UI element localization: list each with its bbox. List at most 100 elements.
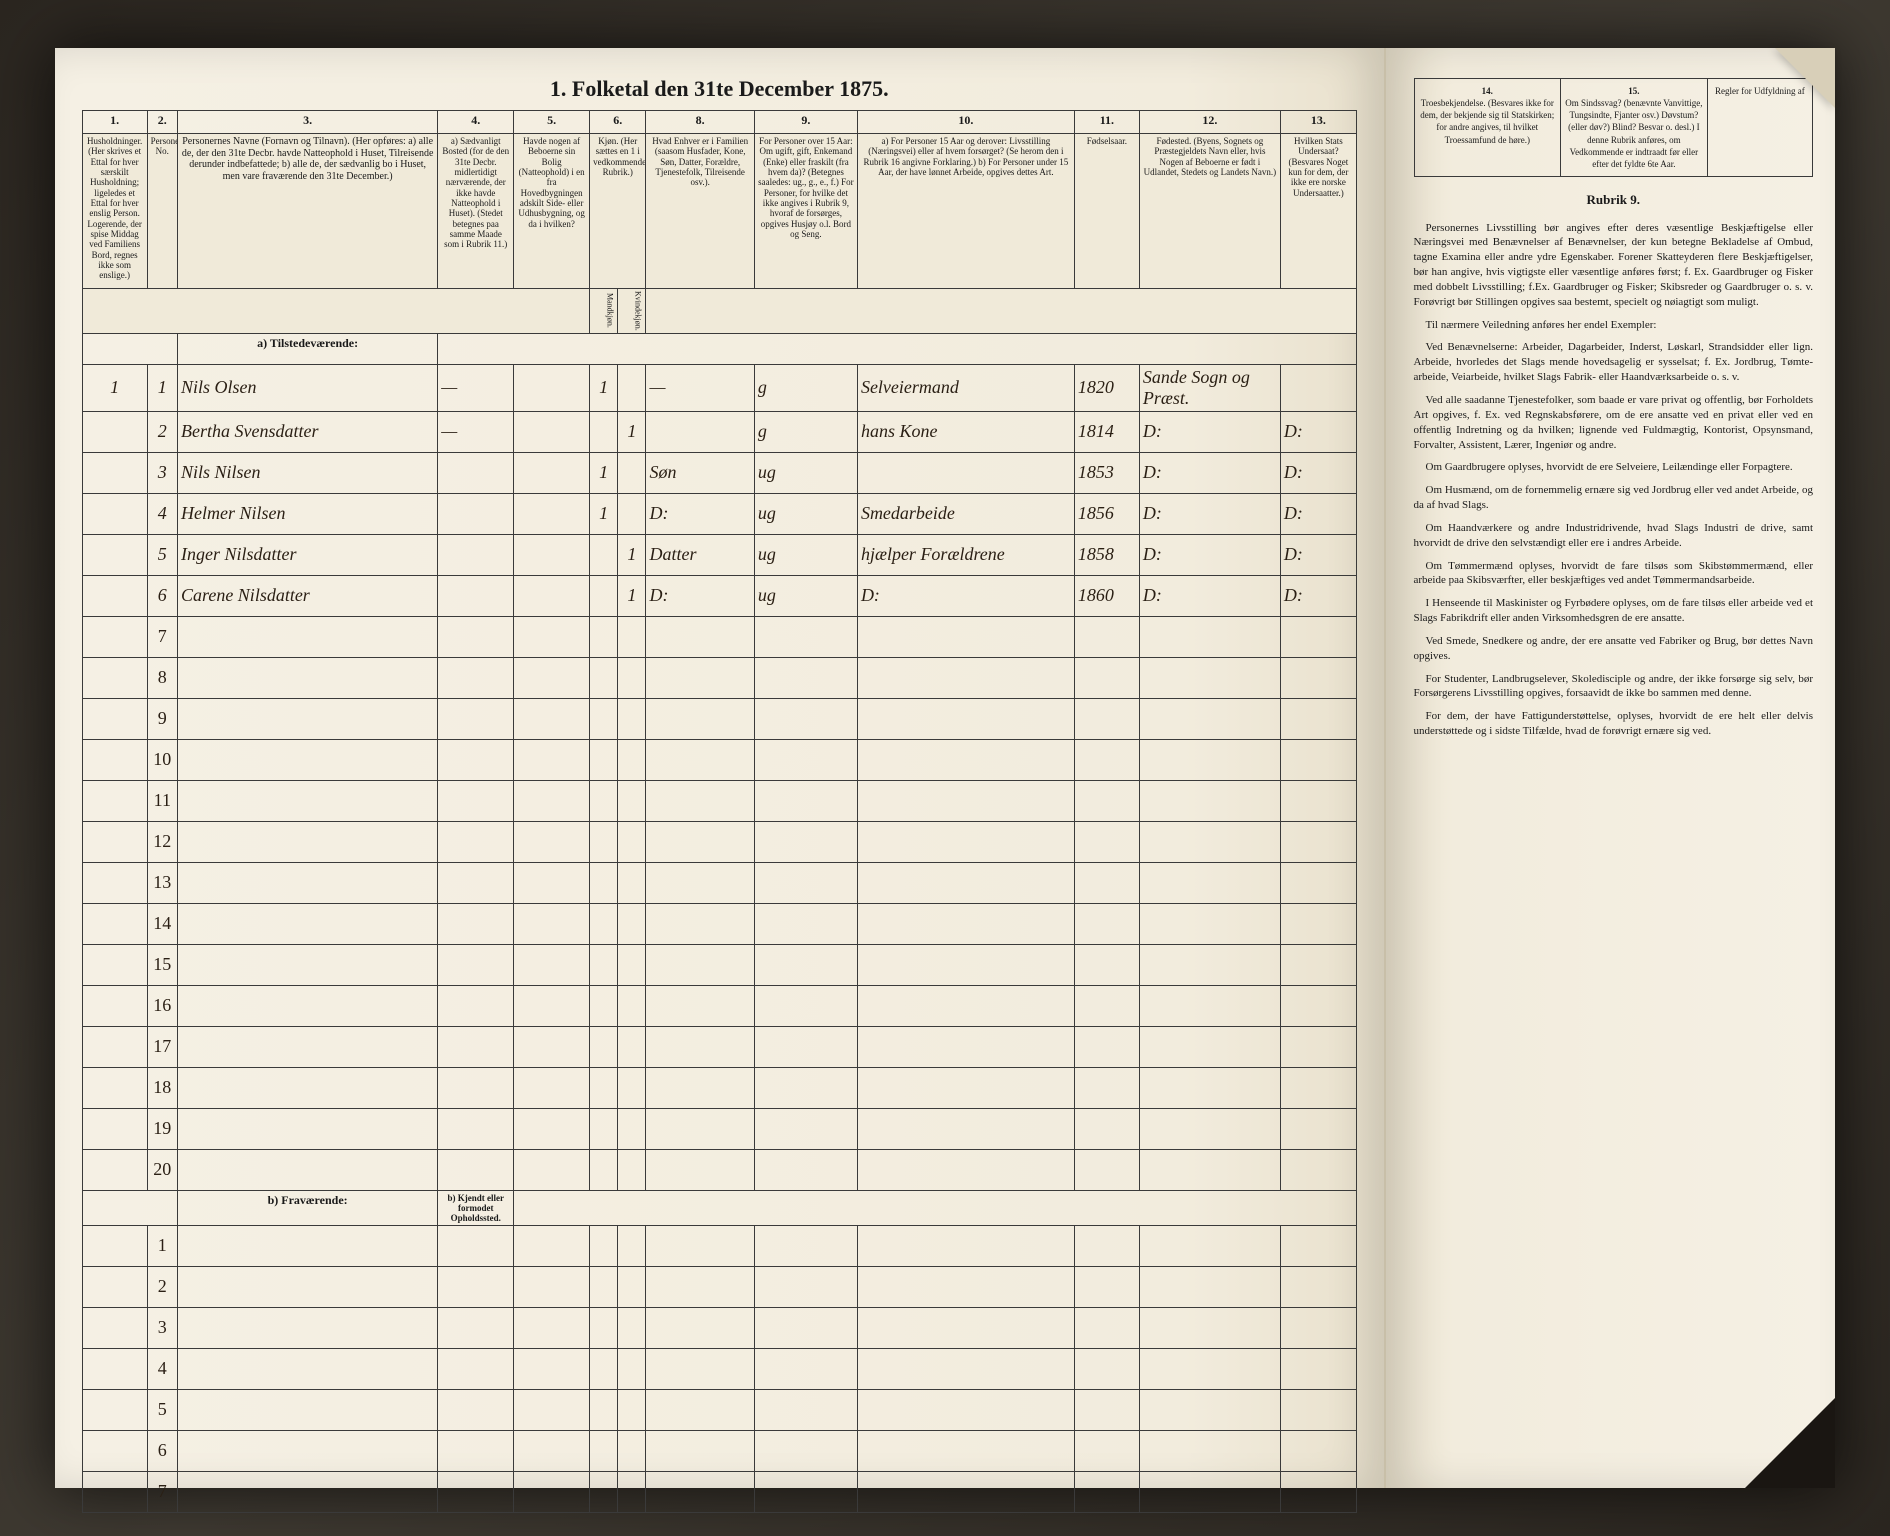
table-cell: D: bbox=[1280, 575, 1356, 616]
col-14-text: Troesbekjendelse. (Besvares ikke for dem… bbox=[1420, 98, 1554, 144]
table-cell bbox=[1280, 1026, 1356, 1067]
table-cell bbox=[514, 1067, 590, 1108]
table-cell: 1860 bbox=[1074, 575, 1139, 616]
table-cell bbox=[1280, 1471, 1356, 1512]
table-row-empty: 8 bbox=[82, 657, 1356, 698]
table-cell: 1 bbox=[590, 493, 618, 534]
table-cell bbox=[1074, 616, 1139, 657]
table-cell bbox=[1139, 780, 1280, 821]
col-14-header: 14. Troesbekjendelse. (Besvares ikke for… bbox=[1415, 79, 1562, 176]
table-cell bbox=[646, 1067, 754, 1108]
table-cell bbox=[646, 698, 754, 739]
table-cell bbox=[1280, 1266, 1356, 1307]
table-cell: D: bbox=[1139, 575, 1280, 616]
table-cell: 10 bbox=[147, 739, 177, 780]
rubrik-heading: Rubrik 9. bbox=[1414, 191, 1814, 209]
table-cell bbox=[82, 944, 147, 985]
table-cell bbox=[857, 1430, 1074, 1471]
table-cell bbox=[646, 411, 754, 452]
table-cell bbox=[646, 1266, 754, 1307]
table-cell bbox=[438, 821, 514, 862]
table-cell bbox=[618, 862, 646, 903]
rules-paragraph: Ved Smede, Snedkere og andre, der ere an… bbox=[1414, 634, 1814, 664]
table-cell: D: bbox=[857, 575, 1074, 616]
table-cell bbox=[618, 364, 646, 411]
table-cell bbox=[514, 1026, 590, 1067]
table-cell bbox=[618, 1430, 646, 1471]
table-cell: Nils Olsen bbox=[177, 364, 437, 411]
table-cell bbox=[1074, 903, 1139, 944]
rules-paragraph: Ved alle saadanne Tjenestefolker, som ba… bbox=[1414, 393, 1814, 452]
table-cell bbox=[1139, 1307, 1280, 1348]
table-cell bbox=[590, 1225, 618, 1266]
table-cell: D: bbox=[1139, 493, 1280, 534]
table-cell bbox=[754, 821, 857, 862]
table-cell bbox=[754, 862, 857, 903]
table-cell bbox=[438, 1266, 514, 1307]
table-cell bbox=[1280, 1108, 1356, 1149]
table-cell bbox=[1074, 1266, 1139, 1307]
table-cell bbox=[514, 1307, 590, 1348]
table-cell bbox=[618, 493, 646, 534]
right-page-content: 14. Troesbekjendelse. (Besvares ikke for… bbox=[1386, 48, 1836, 767]
table-cell bbox=[1139, 1389, 1280, 1430]
table-cell bbox=[1280, 739, 1356, 780]
table-cell: Selveiermand bbox=[857, 364, 1074, 411]
table-cell bbox=[438, 657, 514, 698]
table-cell: 6 bbox=[147, 1430, 177, 1471]
table-cell: 1 bbox=[618, 411, 646, 452]
table-row-absent: 2 bbox=[82, 1266, 1356, 1307]
header-birthplace: Fødested. (Byens, Sognets og Præstegjeld… bbox=[1139, 134, 1280, 289]
table-cell bbox=[82, 1067, 147, 1108]
table-cell bbox=[1074, 1471, 1139, 1512]
table-cell bbox=[177, 1348, 437, 1389]
rules-paragraph: Personernes Livsstilling bør angives eft… bbox=[1414, 221, 1814, 310]
table-row-absent: 5 bbox=[82, 1389, 1356, 1430]
table-cell bbox=[82, 739, 147, 780]
desk-surface: 1. Folketal den 31te December 1875. 1. 2… bbox=[0, 0, 1890, 1536]
table-cell bbox=[177, 1108, 437, 1149]
table-cell bbox=[618, 1348, 646, 1389]
table-row: 3Nils Nilsen1Sønug1853D:D: bbox=[82, 452, 1356, 493]
table-cell bbox=[514, 493, 590, 534]
table-cell: D: bbox=[1280, 411, 1356, 452]
table-cell bbox=[438, 1471, 514, 1512]
table-cell bbox=[590, 821, 618, 862]
table-cell bbox=[590, 1389, 618, 1430]
table-cell bbox=[590, 1266, 618, 1307]
table-cell: 3 bbox=[147, 1307, 177, 1348]
table-cell bbox=[646, 739, 754, 780]
table-cell bbox=[618, 1266, 646, 1307]
table-cell bbox=[857, 780, 1074, 821]
table-cell bbox=[438, 616, 514, 657]
rules-paragraph: Om Gaardbrugere oplyses, hvorvidt de ere… bbox=[1414, 460, 1814, 475]
table-cell bbox=[82, 862, 147, 903]
table-row-empty: 10 bbox=[82, 739, 1356, 780]
rules-paragraph: I Henseende til Maskinister og Fyrbødere… bbox=[1414, 596, 1814, 626]
table-cell: 5 bbox=[147, 534, 177, 575]
table-cell bbox=[1074, 1307, 1139, 1348]
table-cell bbox=[590, 698, 618, 739]
table-cell bbox=[857, 1471, 1074, 1512]
table-cell bbox=[754, 1067, 857, 1108]
table-cell bbox=[177, 1149, 437, 1190]
table-cell bbox=[514, 903, 590, 944]
table-cell bbox=[82, 1149, 147, 1190]
table-cell: 19 bbox=[147, 1108, 177, 1149]
table-cell bbox=[514, 985, 590, 1026]
table-cell bbox=[857, 821, 1074, 862]
table-cell bbox=[754, 1430, 857, 1471]
table-cell bbox=[754, 698, 857, 739]
table-cell bbox=[754, 1108, 857, 1149]
table-cell: 1 bbox=[147, 364, 177, 411]
table-cell bbox=[82, 1225, 147, 1266]
table-cell bbox=[857, 1149, 1074, 1190]
table-cell bbox=[177, 1067, 437, 1108]
table-cell bbox=[646, 657, 754, 698]
table-cell bbox=[1139, 985, 1280, 1026]
table-cell bbox=[177, 1307, 437, 1348]
table-cell bbox=[1139, 1348, 1280, 1389]
table-cell bbox=[177, 1430, 437, 1471]
table-cell bbox=[1139, 1108, 1280, 1149]
table-row: 4Helmer Nilsen1D:ugSmedarbeide1856D:D: bbox=[82, 493, 1356, 534]
